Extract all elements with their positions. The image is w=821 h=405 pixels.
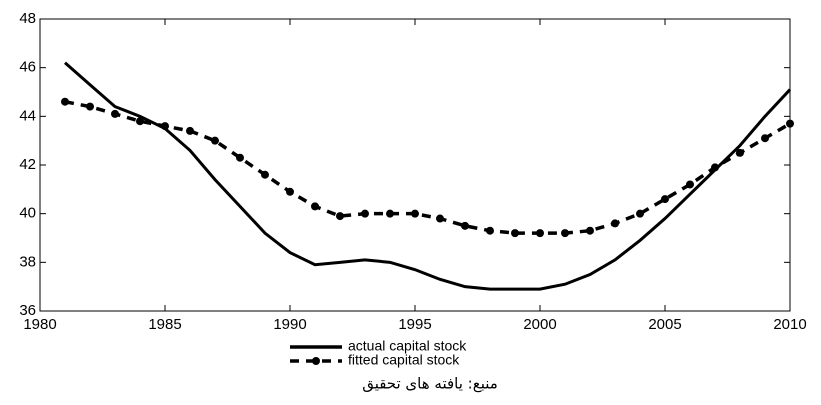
y-tick-label: 46 <box>19 59 36 76</box>
point-marker <box>261 170 269 179</box>
point-marker <box>786 119 794 128</box>
y-tick-label: 44 <box>19 107 36 124</box>
point-marker <box>236 153 244 162</box>
point-marker <box>286 187 294 196</box>
point-marker <box>461 221 469 230</box>
caption: منبع: یافته های تحقیق <box>362 375 498 393</box>
point-marker <box>136 117 144 126</box>
x-tick-label: 1990 <box>273 316 306 333</box>
point-marker <box>361 209 369 218</box>
point-marker <box>86 102 94 111</box>
y-tick-label: 48 <box>19 10 36 27</box>
point-marker <box>586 226 594 235</box>
point-marker <box>661 195 669 204</box>
point-marker <box>486 226 494 235</box>
point-marker <box>636 209 644 218</box>
plot-frame <box>39 18 791 312</box>
point-marker <box>386 209 394 218</box>
point-marker <box>336 212 344 221</box>
x-tick-label: 1985 <box>148 316 181 333</box>
x-tick-label: 1980 <box>23 316 56 333</box>
x-tick-label: 1995 <box>398 316 431 333</box>
y-tick-label: 42 <box>19 156 36 173</box>
point-marker <box>161 122 169 131</box>
x-tick-label: 2010 <box>773 316 806 333</box>
legend-marker <box>312 357 320 365</box>
y-tick-label: 38 <box>19 253 36 270</box>
point-marker <box>436 214 444 223</box>
x-tick-label: 2005 <box>648 316 681 333</box>
legend-label: actual capital stock <box>348 338 467 354</box>
point-marker <box>561 229 569 238</box>
point-marker <box>111 109 119 118</box>
point-marker <box>211 136 219 145</box>
point-marker <box>186 126 194 135</box>
series-line <box>64 61 792 291</box>
point-marker <box>686 180 694 189</box>
point-marker <box>511 229 519 238</box>
point-marker <box>736 148 744 157</box>
point-marker <box>411 209 419 218</box>
point-marker <box>611 219 619 228</box>
legend-label: fitted capital stock <box>348 352 460 368</box>
point-marker <box>536 229 544 238</box>
series-line <box>64 100 791 235</box>
point-marker <box>311 202 319 211</box>
y-tick-label: 40 <box>19 205 36 222</box>
point-marker <box>761 134 769 143</box>
y-tick-label: 36 <box>19 302 36 319</box>
x-tick-label: 2000 <box>523 316 556 333</box>
point-marker <box>711 163 719 172</box>
point-marker <box>61 97 69 106</box>
